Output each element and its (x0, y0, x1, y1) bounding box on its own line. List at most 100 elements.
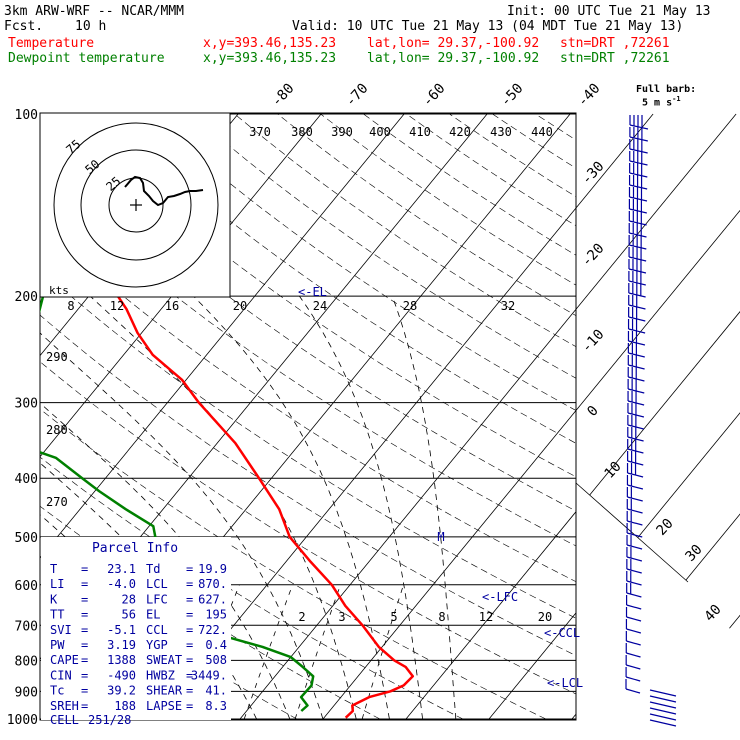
wind-barb (626, 652, 641, 658)
theta-top-label: 390 (331, 125, 353, 139)
mixing-ratio-line (243, 584, 293, 720)
el-label: <-EL (298, 285, 327, 299)
wind-barb (625, 676, 641, 682)
wind-barb (626, 568, 642, 574)
parcel-label: TT (50, 608, 64, 622)
isotherm-label: -80 (269, 81, 298, 110)
dry-adiabat-line (40, 505, 381, 720)
parcel-equals: = (186, 577, 193, 591)
parcel-info-panel (41, 537, 231, 720)
wind-barb (649, 707, 677, 715)
isotherm-line (322, 409, 576, 720)
parcel-equals: = (186, 608, 193, 622)
wind-barb (629, 208, 647, 214)
parcel-equals: = (81, 668, 88, 682)
parcel-label: EL (146, 608, 160, 622)
wind-barb (629, 232, 647, 238)
speed-tick-label: 16 (165, 299, 179, 313)
pressure-tick-label: 1000 (7, 713, 38, 728)
isotherm-label: 30 (682, 542, 705, 565)
dewpoint-legend-station: stn=DRT ,72261 (560, 51, 670, 66)
dry-adiabat-line (40, 456, 464, 720)
theta-left-label: 270 (46, 495, 68, 509)
dewpoint-legend-latlon: lat,lon= 29.37,-100.92 (367, 51, 540, 66)
parcel-label: SHEAR (146, 684, 183, 698)
speed-tick-label: 24 (313, 299, 327, 313)
isotherm-label: -40 (575, 81, 604, 110)
pressure-tick-label: 700 (15, 619, 38, 634)
parcel-value: 0.4 (205, 638, 227, 652)
moist-adiabat-line (391, 295, 457, 720)
parcel-value: 39.2 (107, 684, 136, 698)
moist-adiabat-line (40, 402, 291, 720)
pressure-tick-label: 500 (15, 531, 38, 546)
mixing-ratio-label: 3 (338, 610, 345, 624)
theta-top-label: 380 (291, 125, 313, 139)
wind-barb (629, 124, 649, 130)
parcel-label: CAPE (50, 653, 79, 667)
temperature-legend-station: stn=DRT ,72261 (560, 36, 670, 51)
wind-barb (649, 695, 677, 703)
isotherm-label: -20 (579, 241, 608, 270)
parcel-equals: = (186, 668, 193, 682)
parcel-equals: = (81, 684, 88, 698)
dry-adiabat-line (148, 113, 576, 411)
parcel-equals: = (186, 684, 193, 698)
mixing-ratio-line (294, 584, 341, 720)
wind-barb (626, 592, 642, 598)
parcel-equals: = (186, 562, 193, 576)
dewpoint-profile-line (40, 292, 315, 712)
wind-barb (628, 256, 647, 262)
parcel-equals: = (186, 592, 193, 606)
parcel-equals: = (81, 577, 88, 591)
full-barb-units: 5 m s-1 (642, 95, 681, 109)
parcel-value: 56 (122, 608, 136, 622)
parcel-label: LFC (146, 592, 168, 606)
parcel-equals: = (81, 562, 88, 576)
parcel-value: 722. (198, 623, 227, 637)
parcel-equals: = (81, 592, 88, 606)
parcel-value: 1388 (107, 653, 136, 667)
mixing-ratio-label: 12 (479, 610, 493, 624)
moist-adiabat-line (299, 295, 423, 720)
wind-barb (649, 701, 677, 709)
dry-adiabat-line (492, 113, 576, 169)
dry-adiabat-line (320, 113, 576, 286)
parcel-label: LAPSE (146, 699, 182, 713)
speed-tick-label: 12 (110, 299, 124, 313)
isotherm-line (576, 113, 740, 640)
dry-adiabat-line (579, 114, 740, 719)
parcel-value: 8.3 (205, 699, 227, 713)
parcel-value: -5.1 (107, 623, 136, 637)
pressure-tick-label: 100 (15, 108, 38, 123)
dry-adiabat-line (191, 113, 576, 379)
speed-tick-label: 32 (501, 299, 515, 313)
mixing-ratio-label: 2 (298, 610, 305, 624)
parcel-label: HWBZ (146, 668, 175, 682)
parcel-equals: = (81, 699, 88, 713)
mixing-ratio-label: 5 (390, 610, 397, 624)
wind-barb (626, 628, 642, 634)
isotherm-label: -30 (579, 159, 608, 188)
mixing-ratio-label: 20 (538, 610, 552, 624)
wind-barb (626, 544, 643, 550)
parcel-value: 3449. (191, 668, 227, 682)
lfc-marker: M (437, 530, 444, 544)
parcel-label: CIN (50, 668, 72, 682)
parcel-equals: = (81, 608, 88, 622)
theta-top-label: 440 (531, 125, 553, 139)
parcel-label: LCL (146, 577, 168, 591)
parcel-label: PW (50, 638, 65, 652)
dry-adiabat-line (40, 268, 576, 619)
lcl-label: <-LCL (547, 676, 583, 690)
parcel-equals: = (186, 638, 193, 652)
wind-barb (629, 136, 648, 142)
hodograph-ring (80, 149, 192, 261)
pressure-tick-label: 800 (15, 654, 38, 669)
pressure-tick-label: 900 (15, 685, 38, 700)
mixing-ratio-line (361, 584, 404, 720)
parcel-equals: = (81, 638, 88, 652)
wind-barb (626, 532, 643, 538)
isotherm-line (654, 113, 740, 640)
